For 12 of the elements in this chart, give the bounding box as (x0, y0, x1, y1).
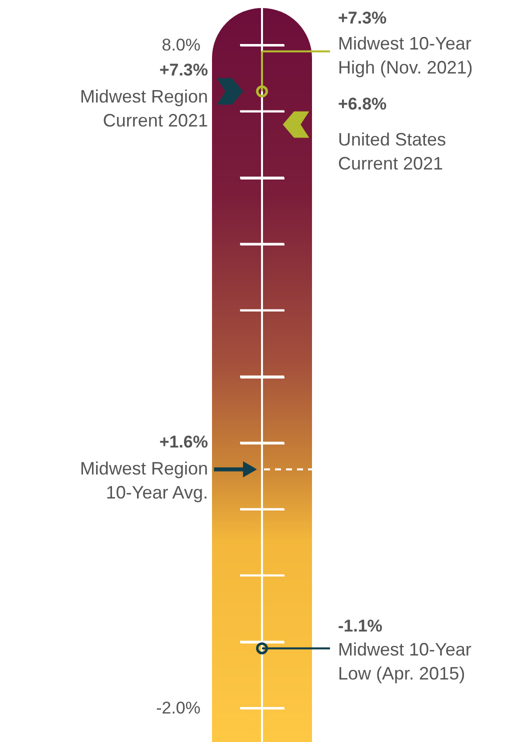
data-label: -1.1% (338, 616, 382, 636)
text: -2.0% (156, 698, 200, 718)
text: 8.0% (162, 36, 200, 54)
category-label: Midwest 10-Year High (Nov. 2021) (338, 33, 473, 78)
data-label: +7.3% (338, 8, 387, 28)
category-label: Midwest Region Current 2021 (80, 86, 208, 130)
data-label: +6.8% (338, 94, 387, 114)
category-label: Midwest Region 10-Year Avg. (80, 458, 208, 502)
data-label: +7.3% (159, 60, 208, 80)
category-label: Midwest 10-Year Low (Apr. 2015) (338, 639, 472, 684)
category-label: United States Current 2021 (338, 130, 446, 174)
data-label: +1.6% (159, 432, 208, 452)
